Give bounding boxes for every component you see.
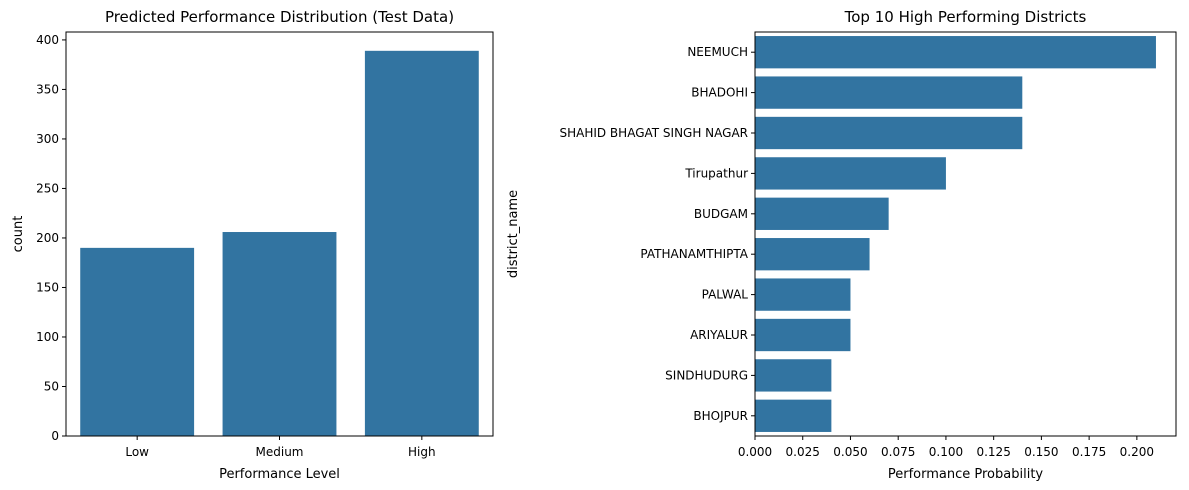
bar [222,232,337,436]
x-tick-label: 0.050 [833,445,867,459]
y-tick-label: Tirupathur [684,166,748,180]
bar [755,197,889,230]
district-bar-chart: Top 10 High Performing Districts Perform… [506,8,1177,482]
y-tick-label: BHOJPUR [693,409,748,423]
bar [755,116,1023,150]
y-axis-label: count [11,216,26,253]
count-bar-chart: Predicted Performance Distribution (Test… [11,8,494,482]
x-ticks: Low Medium High [125,436,436,459]
y-tick-label: 0 [51,429,59,443]
x-tick-label: Low [125,445,149,459]
bar [755,399,832,432]
x-tick-label: 0.025 [786,445,820,459]
y-tick-label: PATHANAMTHIPTA [640,247,748,261]
x-tick-label: 0.175 [1072,445,1106,459]
bar [755,318,851,352]
y-tick-label: 200 [36,231,59,245]
bar [755,238,870,271]
x-tick-label: Medium [256,445,304,459]
chart-title: Predicted Performance Distribution (Test… [105,8,454,26]
x-tick-label: 0.075 [881,445,915,459]
y-tick-label: ARIYALUR [690,328,748,342]
plot-frame [754,31,1177,437]
x-ticks: 0.000 0.025 0.050 0.075 0.100 0.125 0.150 0.175… [738,436,1154,459]
y-tick-label: SINDHUDURG [665,368,748,382]
y-tick-label: 250 [36,181,59,195]
y-tick-label: BHADOHI [691,86,748,100]
y-ticks: NEEMUCH BHADOHI SHAHID BHAGAT SINGH NAGAR T… [559,45,755,423]
y-ticks: 0 50 100 150 200 250 300 350 400 [36,33,66,443]
bar [755,36,1156,69]
bars [80,50,479,437]
y-tick-label: 150 [36,280,59,294]
y-axis-label: district_name [506,190,521,278]
y-tick-label: 350 [36,82,59,96]
bar [755,76,1023,109]
y-tick-label: 400 [36,33,59,47]
y-tick-label: PALWAL [702,288,749,302]
x-tick-label: High [408,445,436,459]
x-axis-label: Performance Level [219,467,340,482]
plot-frame [65,31,494,437]
bar [364,50,479,437]
x-tick-label: 0.150 [1024,445,1058,459]
bars [755,36,1156,432]
y-tick-label: 50 [44,379,59,393]
x-axis-label: Performance Probability [888,467,1044,482]
bar [755,278,851,311]
y-tick-label: NEEMUCH [687,45,748,59]
y-tick-label: 100 [36,330,59,344]
y-tick-label: SHAHID BHAGAT SINGH NAGAR [559,126,748,140]
x-tick-label: 0.000 [738,445,772,459]
x-tick-label: 0.200 [1120,445,1154,459]
x-tick-label: 0.100 [929,445,963,459]
bar [755,157,946,190]
bar [80,247,195,436]
chart-title: Top 10 High Performing Districts [844,8,1087,26]
y-tick-label: 300 [36,132,59,146]
y-tick-label: BUDGAM [694,207,748,221]
x-tick-label: 0.125 [976,445,1010,459]
bar [755,359,832,392]
